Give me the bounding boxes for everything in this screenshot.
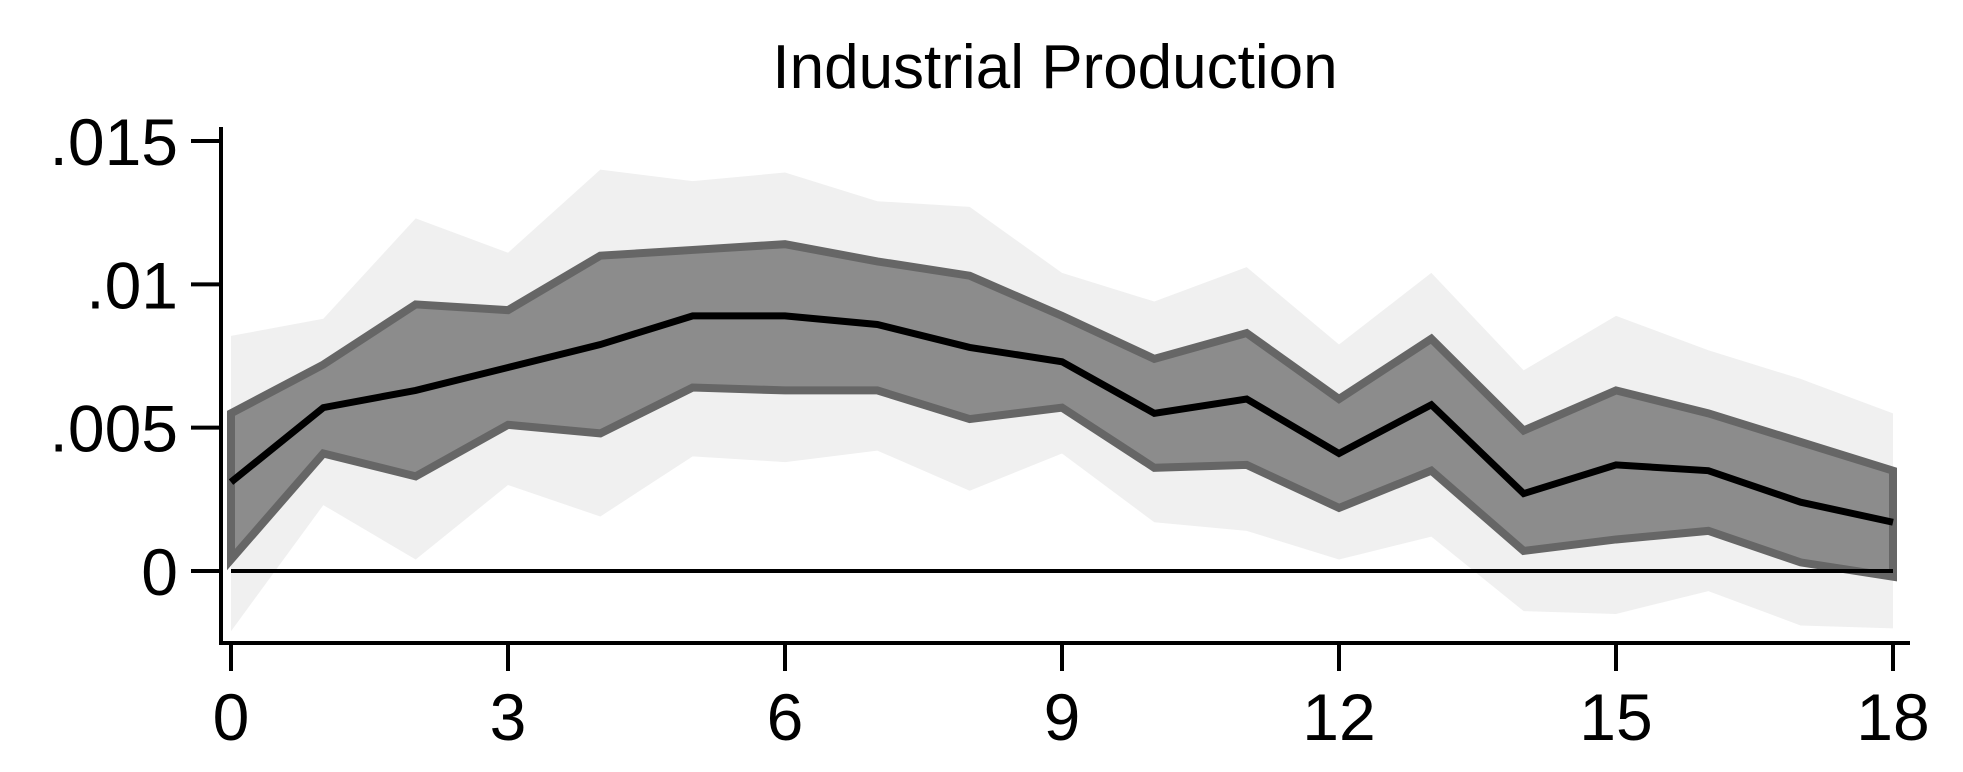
x-tick-label: 15: [1579, 680, 1652, 754]
x-tick-label: 9: [1044, 680, 1081, 754]
y-tick-label: .015: [50, 105, 178, 179]
axes-group: 0 .005 .01 .015 0 3 6 9 12 15 18: [50, 105, 1930, 754]
point-estimate-line: [228, 312, 1894, 526]
y-tick-label: .01: [86, 248, 178, 322]
y-tick-label: .005: [50, 392, 178, 466]
y-tick-label: 0: [141, 535, 178, 609]
x-tick-label: 18: [1856, 680, 1929, 754]
x-tick-label: 0: [213, 680, 250, 754]
chart-title: Industrial Production: [772, 33, 1337, 102]
x-tick-label: 6: [767, 680, 804, 754]
point-estimate-line-group: [228, 312, 1894, 526]
x-tick-label: 3: [490, 680, 527, 754]
x-tick-label: 12: [1302, 680, 1375, 754]
